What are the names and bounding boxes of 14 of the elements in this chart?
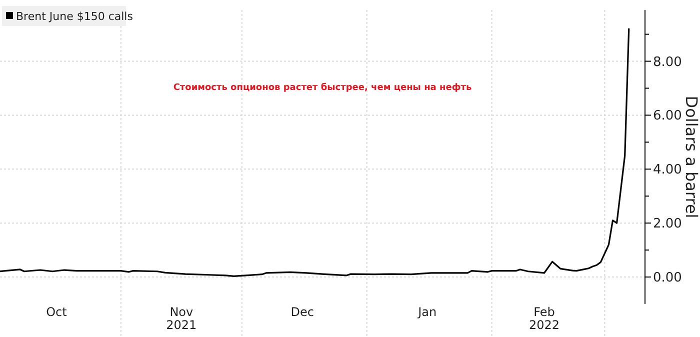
x-tick-label: Oct (46, 305, 68, 319)
annotation: Стоимость опционов растет быстрее, чем цены на нефть (173, 82, 472, 93)
x-tick-label: Feb 2022 (528, 305, 560, 332)
x-tick-label: Jan (417, 305, 437, 319)
y-tick-label: 2.00 (653, 216, 682, 232)
x-tick-label: Dec (290, 305, 314, 319)
x-tick-label: Nov 2021 (166, 305, 197, 332)
y-tick-label: 8.00 (653, 54, 682, 70)
y-tick-label: 6.00 (653, 108, 682, 124)
y-tick-label: 4.00 (653, 162, 682, 178)
line-series (0, 28, 630, 278)
legend-label: Brent June $150 calls (16, 10, 134, 23)
y-axis-title: Dollars a barrel (682, 96, 700, 218)
y-tick-label: 0.00 (653, 270, 682, 286)
